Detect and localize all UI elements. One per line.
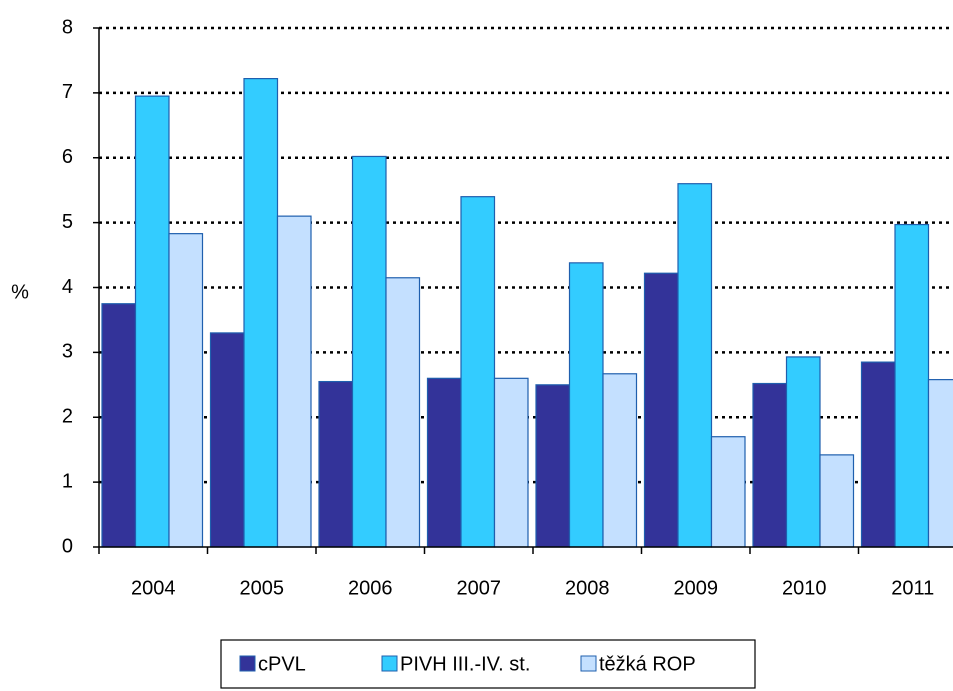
legend-label: PIVH III.-IV. st.	[400, 653, 530, 675]
y-tick-label: 8	[62, 16, 73, 38]
y-tick-label: 5	[62, 211, 73, 233]
bar	[426, 377, 462, 548]
y-axis-label: %	[11, 281, 29, 303]
x-tick-label: 2004	[131, 577, 176, 599]
bar	[243, 78, 279, 548]
bar	[677, 183, 713, 548]
bar	[602, 373, 638, 548]
bar	[168, 233, 204, 548]
bar	[493, 377, 529, 548]
legend-swatch	[239, 655, 256, 672]
x-tick-label: 2010	[782, 577, 827, 599]
y-tick-label: 1	[62, 470, 73, 492]
bar	[927, 379, 953, 548]
bar	[385, 277, 421, 548]
x-tick-label: 2006	[348, 577, 393, 599]
x-tick-label: 2005	[240, 577, 285, 599]
bar	[318, 380, 354, 548]
y-tick-label: 6	[62, 146, 73, 168]
bar	[568, 262, 604, 548]
bar	[819, 454, 855, 548]
bar	[460, 196, 496, 548]
x-tick-label: 2009	[674, 577, 719, 599]
bar	[785, 356, 821, 548]
bar	[752, 382, 788, 548]
bar	[535, 384, 571, 548]
bar	[101, 303, 137, 548]
y-tick-label: 4	[62, 276, 73, 298]
y-tick-label: 0	[62, 535, 73, 557]
bar	[860, 361, 896, 548]
y-tick-label: 7	[62, 81, 73, 103]
bar	[643, 272, 679, 548]
y-tick-label: 3	[62, 341, 73, 363]
bar	[276, 215, 312, 548]
legend-label: těžká ROP	[599, 653, 696, 675]
x-tick-label: 2007	[457, 577, 502, 599]
bar	[710, 436, 746, 548]
bar	[351, 155, 387, 548]
x-tick-label: 2008	[565, 577, 610, 599]
bar	[134, 95, 170, 548]
legend-box	[220, 639, 756, 689]
legend-swatch	[580, 655, 597, 672]
y-tick-label: 2	[62, 406, 73, 428]
bar	[209, 332, 245, 548]
legend-swatch	[381, 655, 398, 672]
x-tick-label: 2011	[891, 577, 934, 599]
bar	[894, 223, 930, 548]
legend-label: cPVL	[258, 653, 306, 675]
